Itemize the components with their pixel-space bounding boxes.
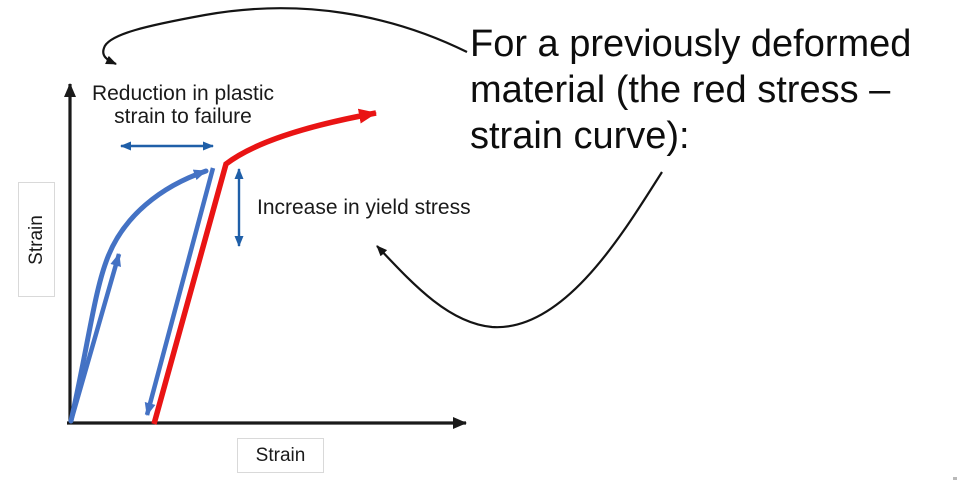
y-axis-label: Strain [25, 214, 47, 265]
statement-line3: strain curve): [470, 115, 690, 157]
increase-annotation: Increase in yield stress [257, 196, 471, 219]
reduction-annotation-line2: strain to failure [114, 105, 252, 128]
x-axis-label-box: Strain [237, 438, 324, 473]
annotation-arrow-top [102, 7, 468, 66]
statement-text: For a previously deformed material (the … [470, 21, 956, 159]
y-axis-label-box: Strain [18, 182, 55, 297]
red-deformed-curve [151, 108, 377, 425]
annotation-arrow-bottom [376, 171, 663, 329]
corner-artifact [953, 477, 957, 480]
blue-unloading-arrow [144, 167, 216, 416]
statement-line2: material (the red stress – [470, 69, 891, 111]
reduction-annotation-line1: Reduction in plastic [91, 82, 275, 105]
reduction-annotation: Reduction in plastic strain to failure [72, 82, 294, 128]
blue-loading-arrow [68, 253, 122, 422]
blue-original-curve [68, 168, 209, 424]
statement-line1: For a previously deformed [470, 23, 912, 65]
x-axis-label: Strain [255, 444, 306, 466]
